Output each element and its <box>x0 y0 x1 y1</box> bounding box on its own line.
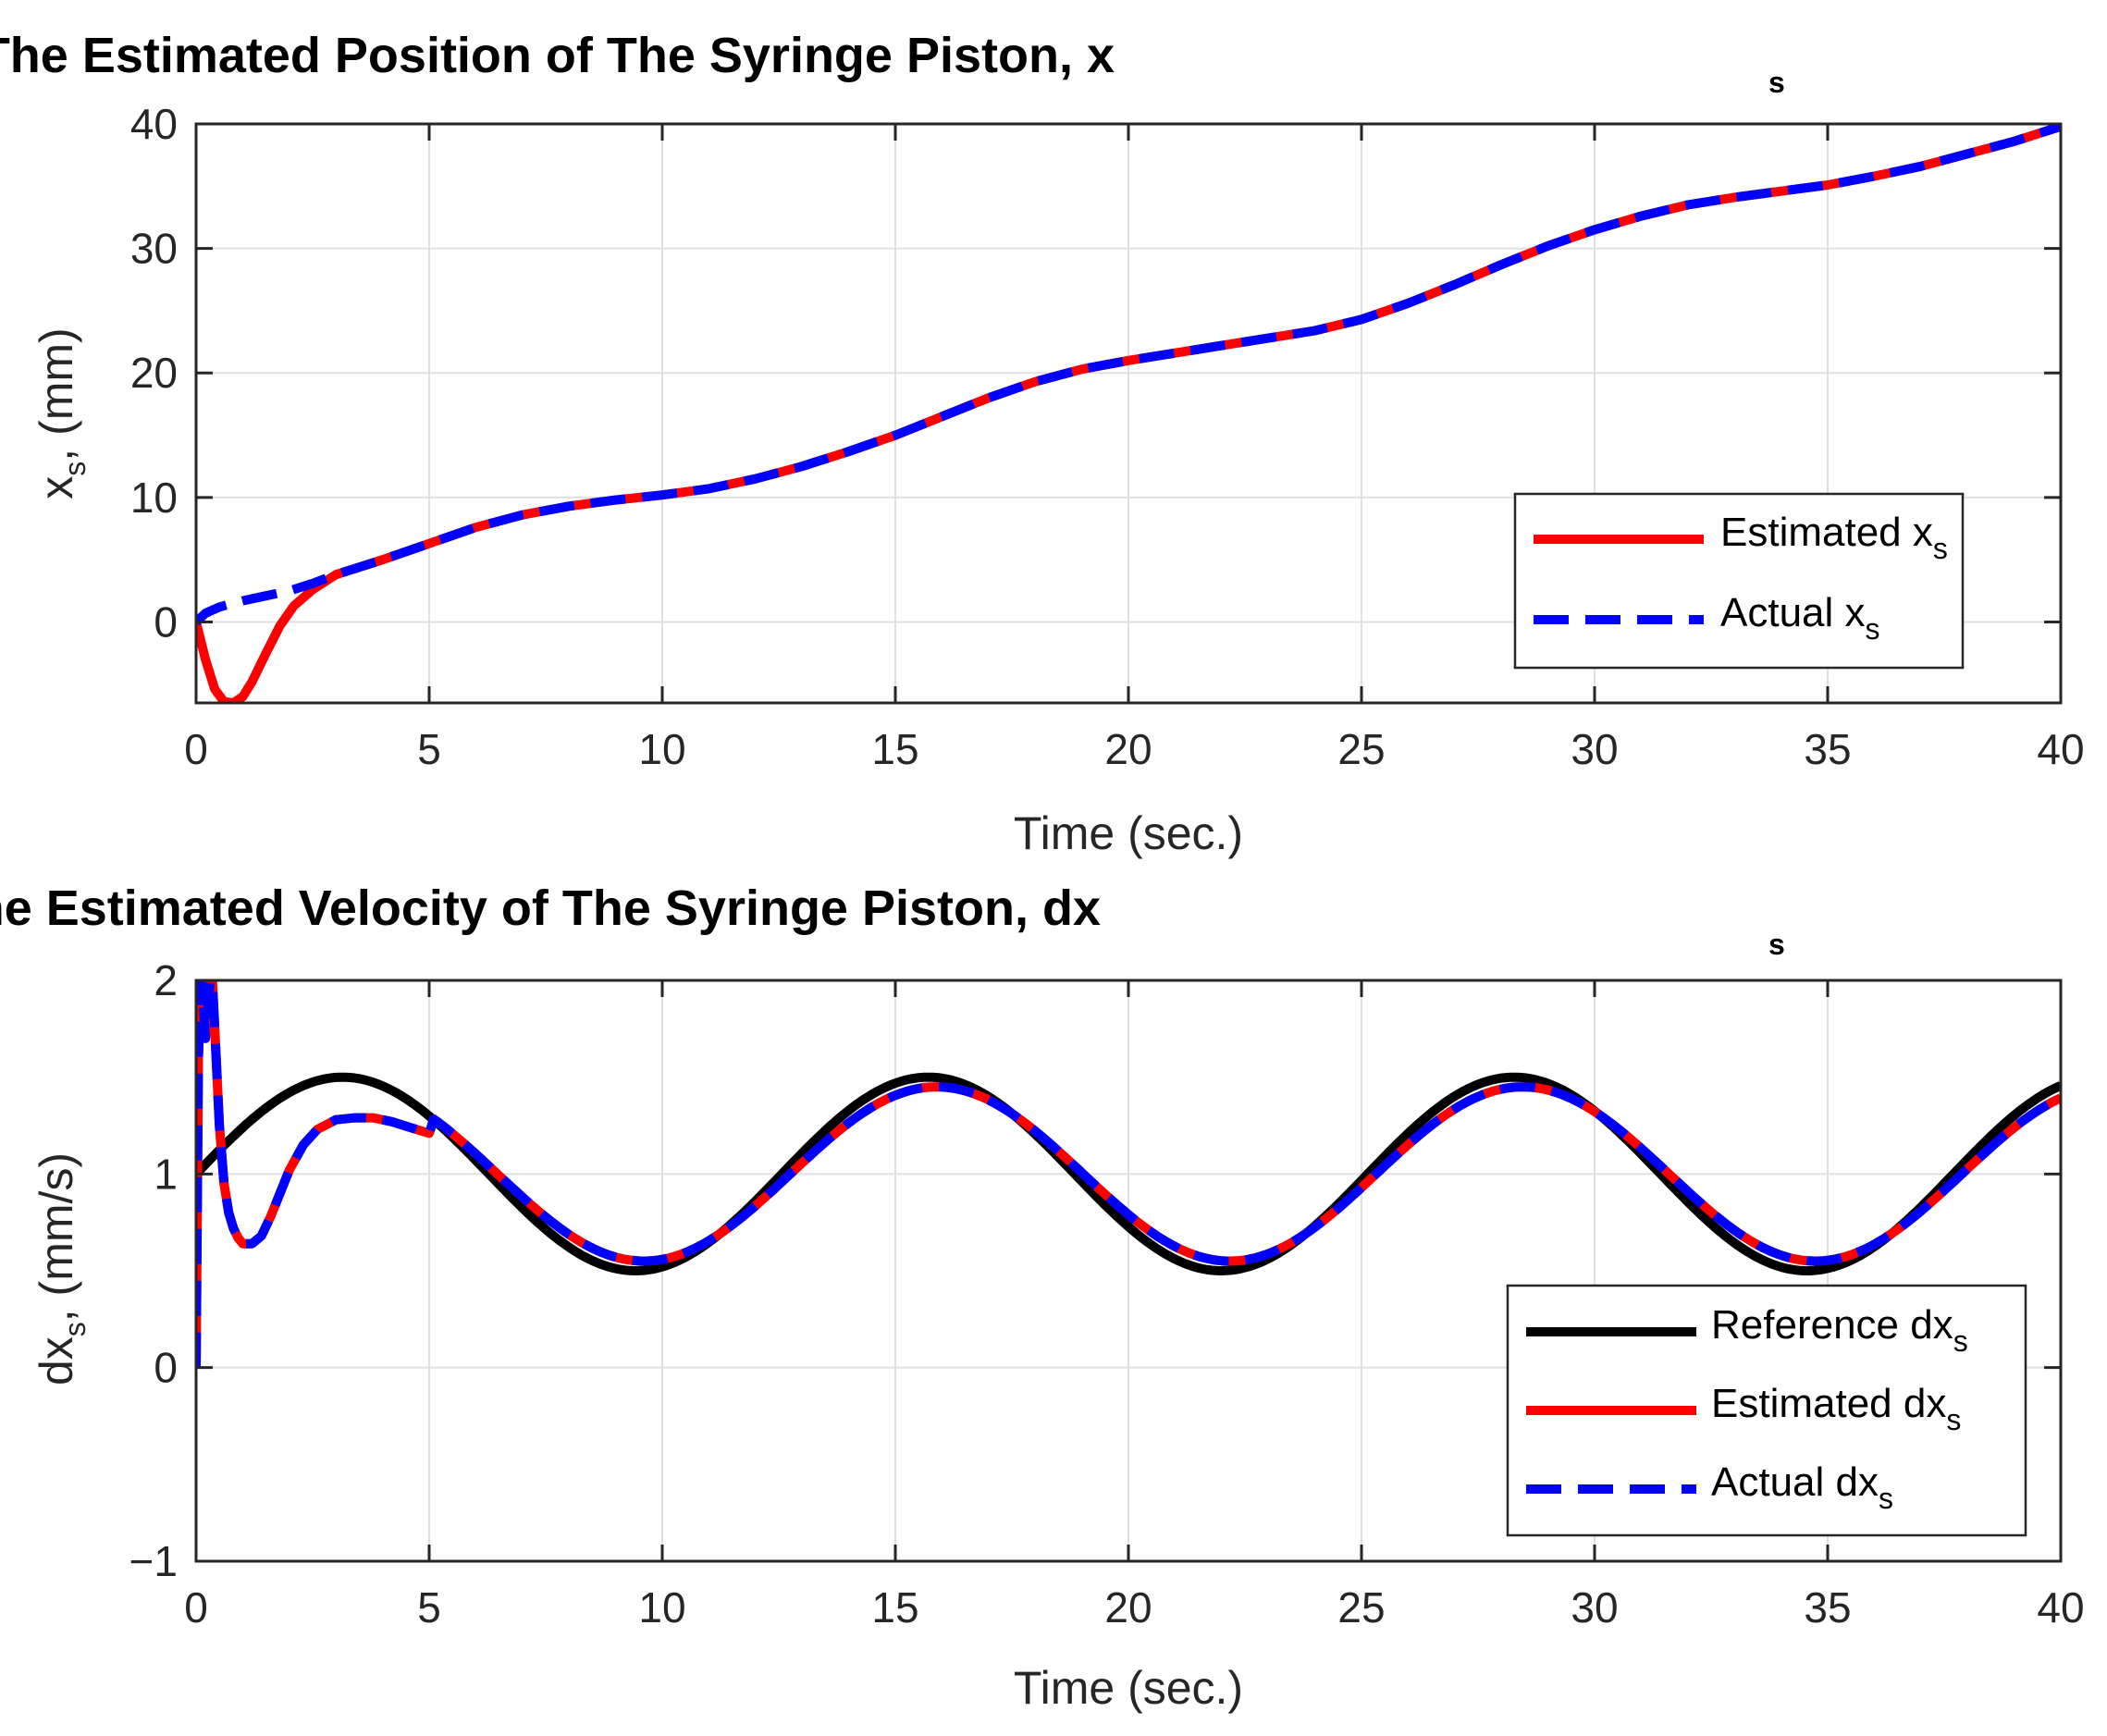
x-tick-label: 15 <box>871 1583 918 1631</box>
velocity-ylabel-main: dx <box>31 1336 82 1385</box>
y-tick-label: 2 <box>154 956 178 1004</box>
position-chart: The Estimated Position of The Syringe Pi… <box>0 28 2085 859</box>
velocity-ylabel-sub: s <box>58 1322 92 1336</box>
series-line-reference-dx <box>196 1072 2061 1275</box>
x-tick-label: 40 <box>2037 725 2084 773</box>
position-xlabel: Time (sec.) <box>1014 807 1243 859</box>
x-tick-label: 5 <box>417 1583 441 1631</box>
position-legend: Estimated xs Actual xs <box>1513 492 1965 670</box>
x-tick-label: 20 <box>1104 1583 1152 1631</box>
position-legend-estimated-label: Estimated xs <box>1720 510 1948 565</box>
position-ylabel-main: x <box>31 476 82 499</box>
x-tick-label: 15 <box>871 725 918 773</box>
x-tick-label: 40 <box>2037 1583 2084 1631</box>
position-ticks: 0 5 10 15 20 25 30 35 40 0 10 20 30 40 <box>130 100 2085 773</box>
y-tick-label: 20 <box>130 349 178 397</box>
velocity-ylabel: dxs, (mm/s) <box>31 1152 92 1385</box>
x-tick-label: 25 <box>1337 1583 1385 1631</box>
position-legend-box <box>1513 492 1965 670</box>
position-series <box>196 124 2061 703</box>
velocity-legend-actual-label: Actual dxs <box>1711 1459 1893 1515</box>
x-tick-label: 0 <box>184 725 208 773</box>
x-tick-label: 20 <box>1104 725 1152 773</box>
y-tick-label: 40 <box>130 100 178 148</box>
x-tick-label: 0 <box>184 1583 208 1631</box>
x-tick-label: 35 <box>1804 725 1851 773</box>
y-tick-label: 30 <box>130 225 178 273</box>
y-tick-label: −1 <box>129 1537 178 1585</box>
x-tick-label: 10 <box>638 725 685 773</box>
velocity-series <box>196 980 2061 1368</box>
velocity-ylabel-rest: , (mm/s) <box>31 1152 82 1322</box>
series-line-actual-x <box>196 124 2061 626</box>
velocity-chart-title-subscript: s <box>1768 928 1785 961</box>
position-legend-actual-label: Actual xs <box>1720 590 1880 646</box>
velocity-legend-reference-label: Reference dxs <box>1711 1302 1968 1358</box>
x-tick-label: 30 <box>1571 725 1618 773</box>
series-line-actual-dx <box>196 980 2061 1368</box>
velocity-chart-title: The Estimated Velocity of The Syringe Pi… <box>0 880 1101 936</box>
velocity-legend-estimated-label: Estimated dxs <box>1711 1381 1961 1436</box>
velocity-xlabel: Time (sec.) <box>1014 1662 1243 1714</box>
y-tick-label: 1 <box>154 1150 178 1198</box>
position-ylabel-sub: s <box>58 462 92 476</box>
y-tick-label: 10 <box>130 474 178 522</box>
position-ylabel-rest: , (mm) <box>31 327 82 461</box>
position-chart-title-subscript: s <box>1768 66 1785 99</box>
x-tick-label: 35 <box>1804 1583 1851 1631</box>
position-ylabel: xs, (mm) <box>31 327 92 499</box>
x-tick-label: 25 <box>1337 725 1385 773</box>
velocity-legend: Reference dxs Estimated dxs Actual dxs <box>1506 1284 2027 1537</box>
x-tick-label: 5 <box>417 725 441 773</box>
y-tick-label: 0 <box>154 1344 178 1392</box>
position-chart-title: The Estimated Position of The Syringe Pi… <box>0 28 1115 83</box>
y-tick-label: 0 <box>154 597 178 646</box>
velocity-chart: The Estimated Velocity of The Syringe Pi… <box>0 880 2085 1714</box>
x-tick-label: 30 <box>1571 1583 1618 1631</box>
x-tick-label: 10 <box>638 1583 685 1631</box>
